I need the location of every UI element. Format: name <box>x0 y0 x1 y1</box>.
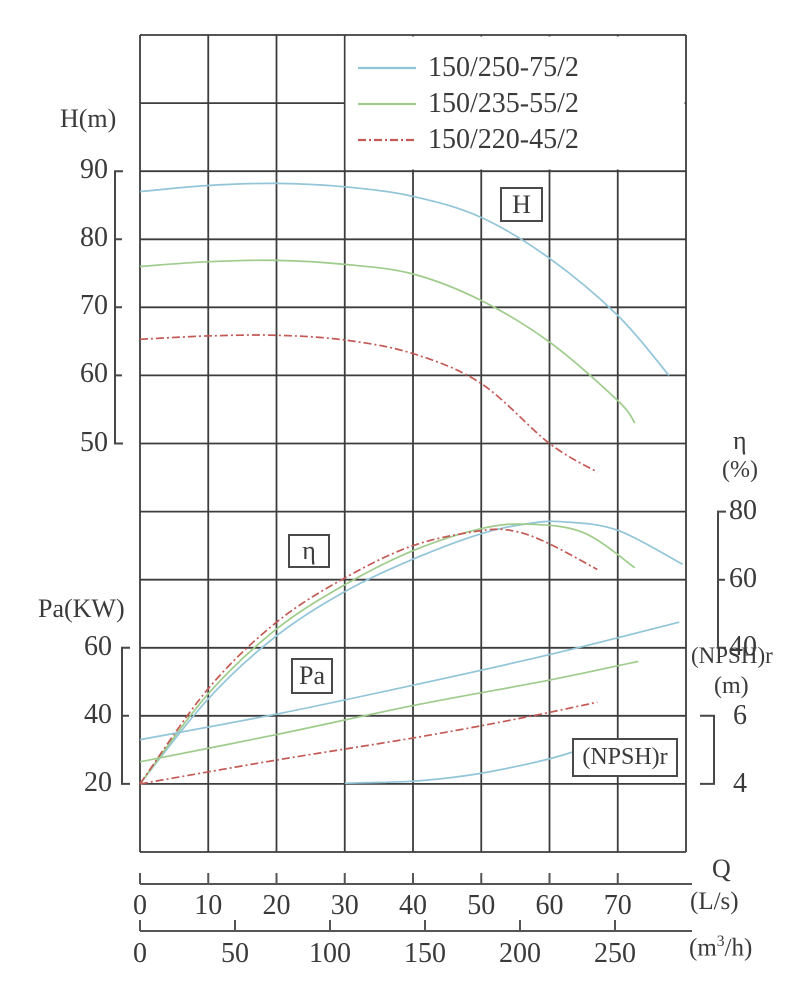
legend-label-2: 150/235-55/2 <box>428 88 579 119</box>
head-curve-label-box: H <box>500 187 543 222</box>
power-curve-150/250-75/2 <box>139 621 680 741</box>
npshr-curve-label-box: (NPSH)r <box>572 738 678 777</box>
efficiency-axis-unit: (%) <box>722 457 758 483</box>
efficiency-curve-150/250-75/2 <box>139 520 683 785</box>
power-tick-label: 20 <box>84 766 112 798</box>
npshr-tick-label: 4 <box>733 767 747 799</box>
efficiency-curve-150/235-55/2 <box>139 523 636 785</box>
head-tick-label: 80 <box>80 222 108 254</box>
head-curve-150/250-75/2 <box>139 182 670 376</box>
npshr-axis-unit: (m) <box>714 673 749 699</box>
q-ls-tick-label: 40 <box>399 890 427 921</box>
q-m3h-tick-label: 0 <box>133 938 147 969</box>
q-m3h-tick-label: 50 <box>221 938 249 969</box>
power-curve-150/235-55/2 <box>139 660 639 763</box>
npshr-axis-title: (NPSH)r <box>691 643 773 668</box>
efficiency-curve-label: η <box>302 536 316 565</box>
efficiency-curve-label-box: η <box>288 534 330 568</box>
head-curve-label: H <box>512 189 531 219</box>
q-axis-title: Q <box>712 854 731 883</box>
efficiency-tick-label: 60 <box>729 562 757 594</box>
q-m3h-unit-sup: 3 <box>716 933 725 950</box>
efficiency-axis-bracket <box>717 510 726 649</box>
npshr-curve-150/250-75/2 <box>344 742 598 785</box>
head-tick-label: 90 <box>80 154 108 186</box>
q-m3h-unit: (m3/h) <box>689 933 753 962</box>
q-m3h-tick-label: 200 <box>499 938 541 969</box>
q-ls-tick-label: 30 <box>330 890 359 921</box>
q-ls-tick-label: 10 <box>194 890 223 921</box>
power-curve-label: Pa <box>299 661 325 690</box>
legend-label-1: 150/250-75/2 <box>428 52 579 83</box>
npshr-axis-bracket <box>700 714 715 785</box>
efficiency-axis-title: η <box>733 426 747 455</box>
power-curve-150/220-45/2 <box>139 701 598 785</box>
q-ls-unit: (L/s) <box>690 888 739 915</box>
power-curve-label-box: Pa <box>291 658 333 694</box>
q-m3h-tick-label: 100 <box>309 938 351 969</box>
efficiency-tick-label: 80 <box>729 494 757 526</box>
q-ls-tick-label: 70 <box>603 890 632 921</box>
npshr-curve-label: (NPSH)r <box>582 744 668 770</box>
q-ls-tick-label: 20 <box>262 890 291 921</box>
q-ls-tick-label: 0 <box>133 890 147 921</box>
q-m3h-unit-suffix: /h) <box>724 934 753 962</box>
power-axis-bracket <box>121 646 130 785</box>
head-tick-label: 60 <box>80 358 108 390</box>
efficiency-curve-150/220-45/2 <box>139 528 598 785</box>
head-curve-150/235-55/2 <box>139 259 636 424</box>
head-tick-label: 70 <box>80 290 108 322</box>
q-m3h-tick-label: 250 <box>594 938 636 969</box>
legend-label-3: 150/220-45/2 <box>428 124 579 155</box>
head-axis-bracket <box>114 170 123 445</box>
q-m3h-unit-prefix: (m <box>689 934 717 962</box>
head-tick-label: 50 <box>80 426 108 458</box>
power-axis-title: Pa(KW) <box>38 594 125 623</box>
q-m3h-tick-label: 150 <box>404 938 446 969</box>
power-tick-label: 60 <box>84 630 112 662</box>
power-tick-label: 40 <box>84 698 112 730</box>
head-axis-title: H(m) <box>60 104 117 133</box>
npshr-tick-label: 6 <box>733 699 747 731</box>
q-ls-tick-label: 60 <box>535 890 564 921</box>
efficiency-tick-label: 40 <box>729 630 757 662</box>
q-ls-tick-label: 50 <box>467 890 496 921</box>
